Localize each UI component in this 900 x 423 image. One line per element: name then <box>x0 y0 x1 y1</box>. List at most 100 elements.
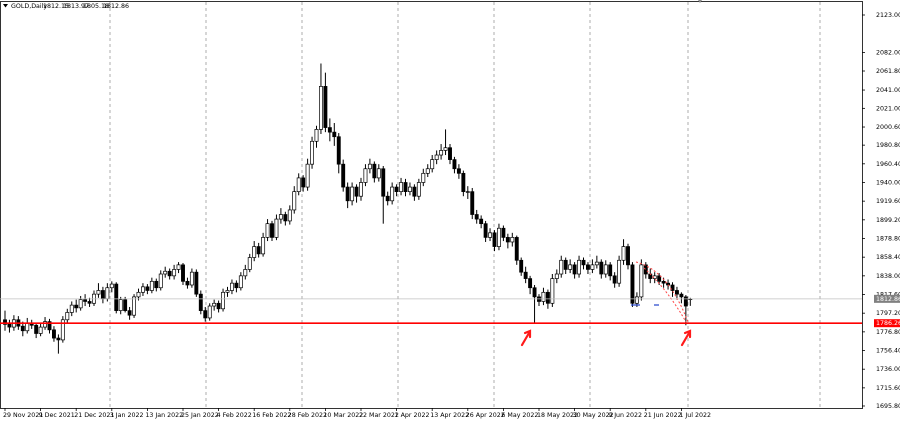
candle-body <box>136 291 141 298</box>
y-tick-label: 2000.60 <box>876 124 900 131</box>
candle-body <box>568 264 573 270</box>
candle-body <box>412 186 417 197</box>
candle-body <box>238 275 243 289</box>
candle-body <box>216 302 221 310</box>
candle-body <box>247 257 252 270</box>
candle-body <box>141 286 145 293</box>
candle-body <box>363 168 368 183</box>
candle-body <box>492 232 497 247</box>
candle-body <box>154 280 159 289</box>
candle-body <box>372 163 377 179</box>
candle-body <box>465 191 470 193</box>
x-tick-label: 25 Jan 2022 <box>181 412 219 419</box>
candle-body <box>278 214 283 220</box>
candle-body <box>132 296 136 316</box>
candle-body <box>456 168 461 174</box>
x-tick-label: 26 Apr 2022 <box>466 412 505 419</box>
candle-body <box>310 140 315 165</box>
candle-body <box>461 172 466 192</box>
candle-body <box>545 291 550 304</box>
x-tick-label: 29 Nov 2021 <box>3 412 43 419</box>
month-separators <box>109 2 821 408</box>
annotations <box>520 0 702 347</box>
candle-body <box>172 269 177 277</box>
y-tick-label: 1756.40 <box>876 348 900 355</box>
candle-body <box>510 237 515 243</box>
candle-body <box>617 259 622 284</box>
candle-body <box>234 282 239 289</box>
y-tick-label: 1838.00 <box>876 273 900 280</box>
candle-body <box>327 127 332 133</box>
header-open: 1812.15 <box>43 3 69 10</box>
candle-body <box>198 293 203 311</box>
candle-body <box>301 177 306 188</box>
candle-body <box>74 304 79 309</box>
candle-body <box>3 319 7 325</box>
candle-body <box>448 147 452 160</box>
candle-body <box>145 286 150 291</box>
candle-body <box>563 259 568 270</box>
candle-body <box>359 182 363 197</box>
candle-body <box>425 168 430 174</box>
candle-body <box>305 163 310 188</box>
candle-body <box>109 283 114 289</box>
y-tick-label: 1899.20 <box>876 217 900 224</box>
candle-body <box>167 270 172 277</box>
candle-body <box>314 129 319 142</box>
y-tick-label: 2021.00 <box>876 105 900 112</box>
candle-body <box>599 261 604 275</box>
candle-body <box>252 246 257 258</box>
candle-body <box>385 195 390 202</box>
candle-body <box>581 259 586 266</box>
candle-body <box>270 223 274 238</box>
x-tick-label: 28 Feb 2022 <box>288 412 327 419</box>
candle-body <box>65 312 70 321</box>
candle-body <box>87 301 92 304</box>
candle-body <box>474 214 479 220</box>
candle-body <box>230 282 234 291</box>
candle-body <box>470 191 475 215</box>
candle-body <box>185 280 190 286</box>
candle-body <box>590 264 595 270</box>
y-tick-label: 1736.00 <box>876 366 900 373</box>
candle-body <box>265 223 270 238</box>
candle-body <box>376 168 381 179</box>
y-tick-label: 1776.80 <box>876 329 900 336</box>
candle-body <box>683 296 688 307</box>
candle-body <box>292 191 297 211</box>
candle-body <box>261 237 266 255</box>
candle-body <box>643 264 648 275</box>
current-price-box <box>874 294 900 303</box>
x-tick-label: 18 May 2022 <box>537 412 578 419</box>
y-tick-label: 1919.60 <box>876 198 900 205</box>
candle-body <box>621 246 626 261</box>
candle-body <box>577 259 582 275</box>
candle-body <box>96 290 101 295</box>
candle-body <box>341 163 346 188</box>
candle-body <box>221 291 225 310</box>
candle-body <box>47 321 52 331</box>
y-tick-label: 1878.80 <box>876 235 900 242</box>
candle-body <box>181 264 185 282</box>
x-tick-label: 21 Dec 2021 <box>74 412 114 419</box>
candle-body <box>56 337 61 341</box>
level-box <box>874 319 900 328</box>
candle-body <box>408 186 412 192</box>
x-tick-label: 22 Mar 2022 <box>359 412 399 419</box>
candle-body <box>225 290 230 293</box>
candle-body <box>630 264 635 304</box>
candle-body <box>394 186 399 192</box>
candle-body <box>381 168 386 197</box>
candle-body <box>336 136 341 165</box>
candle-body <box>243 269 248 277</box>
candle-body <box>585 264 590 270</box>
candle-body <box>319 86 323 130</box>
y-tick-label: 1960.40 <box>876 161 900 168</box>
candle-body <box>514 237 519 261</box>
candle-body <box>519 259 524 273</box>
candle-body <box>256 246 261 255</box>
candle-body <box>603 264 608 275</box>
candle-body <box>657 275 662 282</box>
